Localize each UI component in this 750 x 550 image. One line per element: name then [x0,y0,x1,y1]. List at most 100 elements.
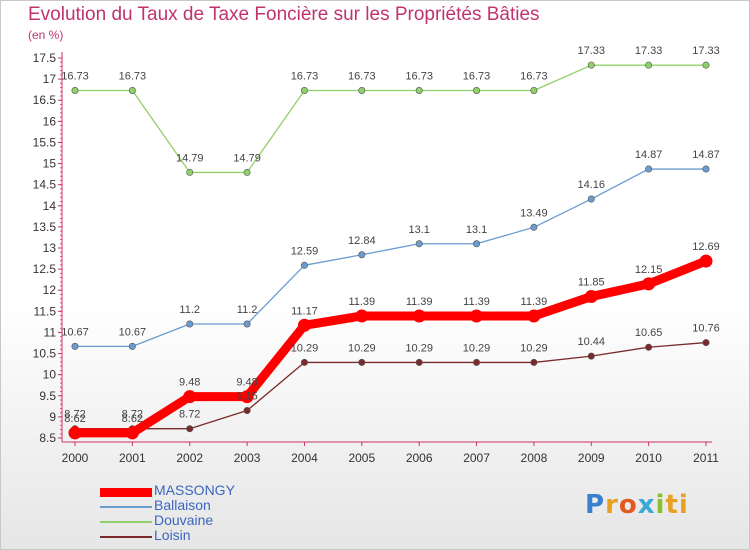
data-label-douvaine: 16.73 [463,71,491,83]
data-label-ballaison: 13.1 [408,224,429,236]
data-point-ballaison [71,342,79,350]
data-point-ballaison [415,240,423,248]
data-point-massongy [240,390,254,404]
y-tick-label: 11 [44,325,57,339]
y-tick-label: 12.5 [33,262,57,276]
data-point-massongy [125,426,139,440]
data-point-douvaine [473,87,481,95]
data-label-loisin: 10.65 [635,327,663,339]
data-point-douvaine [71,87,79,95]
x-tick-label: 2004 [291,451,318,465]
data-label-douvaine: 16.73 [405,71,433,83]
data-label-douvaine: 17.33 [635,45,663,57]
data-label-loisin: 9.15 [236,391,257,403]
x-tick-label: 2006 [406,451,433,465]
y-tick-label: 16 [43,114,57,128]
data-point-douvaine [530,87,538,95]
data-point-massongy [412,309,426,323]
y-tick-label: 14.5 [33,178,57,192]
data-label-douvaine: 17.33 [692,45,720,57]
legend-swatch [100,536,152,538]
data-label-massongy: 12.69 [692,241,720,253]
data-point-douvaine [128,87,136,95]
y-tick-label: 16.5 [33,93,57,107]
data-label-ballaison: 14.87 [635,149,663,161]
data-point-ballaison [645,165,653,173]
data-point-loisin [358,358,366,366]
data-point-massongy [527,309,541,323]
series-line-douvaine [75,64,706,174]
data-label-massongy: 12.15 [635,264,663,276]
y-tick-label: 13 [43,241,57,255]
data-label-douvaine: 14.79 [233,152,261,164]
x-tick-label: 2005 [348,451,375,465]
data-point-loisin [473,358,481,366]
data-label-massongy: 11.39 [521,296,548,308]
data-label-massongy: 11.17 [291,305,318,317]
legend-swatch [100,487,152,497]
data-point-douvaine [415,87,423,95]
data-label-douvaine: 17.33 [578,45,606,57]
line-chart: 8.5 9 9.5 10 10.5 11 11.5 12 12.5 13 13.5 14 14.5 15 1… [33,45,720,465]
x-tick-label: 2002 [176,451,203,465]
logo-letter: r [605,490,619,520]
series-line-massongy [75,256,708,438]
logo-letter: o [618,490,638,520]
y-tick-label: 10.5 [33,347,57,361]
data-point-ballaison [128,342,136,350]
data-point-douvaine [702,61,710,69]
data-label-massongy: 8.62 [122,413,143,425]
data-label-loisin: 8.72 [179,409,200,421]
logo-letter: i [655,490,666,520]
data-label-loisin: 10.29 [405,342,433,354]
data-label-loisin: 10.76 [692,323,720,335]
data-label-massongy: 8.62 [64,413,85,425]
logo-letter: x [637,490,656,520]
data-label-douvaine: 16.73 [291,71,319,83]
data-point-massongy [183,390,197,404]
data-point-ballaison [530,223,538,231]
data-label-loisin: 10.44 [578,336,606,348]
data-label-douvaine: 16.73 [520,71,548,83]
legend-swatch [100,521,152,523]
data-label-ballaison: 14.16 [578,179,606,191]
x-tick-label: 2000 [62,451,89,465]
data-point-douvaine [243,168,251,176]
data-label-ballaison: 10.67 [119,326,147,338]
data-label-ballaison: 11.2 [237,304,258,316]
chart-title: Evolution du Taux de Taxe Foncière sur l… [28,4,540,25]
y-tick-label: 13.5 [33,220,57,234]
legend-label: Loisin [154,527,191,543]
data-point-loisin [702,339,710,347]
y-tick-label: 15.5 [33,135,57,149]
data-label-massongy: 9.48 [179,377,200,389]
data-point-ballaison [702,165,710,173]
data-label-loisin: 10.29 [520,342,548,354]
logo-letter: P [585,490,606,520]
y-tick-label: 15 [43,157,57,171]
y-tick-label: 14 [43,199,57,213]
x-tick-label: 2003 [234,451,261,465]
data-label-massongy: 11.39 [348,296,375,308]
series-line-ballaison [75,168,706,348]
data-point-loisin [243,407,251,415]
data-label-massongy: 11.39 [463,296,490,308]
legend-label: MASSONGY [154,482,235,498]
data-point-loisin [645,343,653,351]
data-point-ballaison [473,240,481,248]
x-tick-label: 2011 [693,451,719,465]
data-label-loisin: 10.29 [463,342,491,354]
data-label-massongy: 11.39 [406,296,433,308]
y-tick-label: 10 [43,368,57,382]
data-point-loisin [186,425,194,433]
legend-label: Douvaine [154,512,214,528]
axes [61,52,712,443]
series-layer [68,61,713,440]
x-tick-label: 2001 [119,451,146,465]
data-point-massongy [470,309,484,323]
data-label-loisin: 10.29 [348,342,376,354]
data-labels: 8.62 8.62 9.48 9.48 11.17 11.39 11.39 11.39 11.3… [61,45,720,425]
data-point-massongy [642,277,656,291]
logo-letter: ti [665,490,689,520]
